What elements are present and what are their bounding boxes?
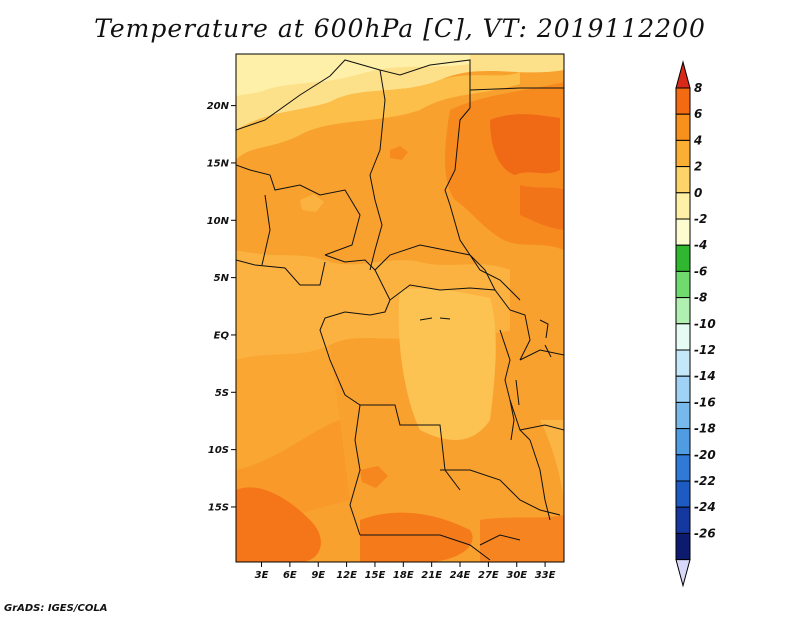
country-borders [236,59,564,561]
grads-credit: GrADS: IGES/COLA [4,603,108,614]
colorbar-label: 4 [693,133,702,147]
lon-tick-label: 24E [450,570,471,581]
lat-tick-label: 10S [208,445,229,456]
colorbar-label: 2 [694,160,702,174]
colorbar-box [675,192,691,220]
colorbar-label: -26 [694,526,716,540]
colorbar-box [675,244,691,272]
chart-title: Temperature at 600hPa [C], VT: 201911220… [94,14,706,43]
lon-tick-label: 9E [311,570,325,581]
colorbar-label: -12 [694,343,716,357]
colorbar-label: -2 [694,212,707,226]
longitude-axis: 3E 6E 9E 12E 15E 18E 21E 24E 27E 30E 33E [255,562,556,581]
lon-tick-label: 21E [421,570,442,581]
colorbar-label: -20 [694,448,716,462]
colorbar: 8 6 4 2 0 -2 -4 -6 -8 -10 -12 -14 -16 -18 -20 -22 -24 -26 [675,60,716,588]
colorbar-label: 8 [694,81,702,95]
lat-tick-label: 15N [207,158,230,169]
temperature-field [236,54,564,562]
colorbar-box [675,375,691,403]
map-frame [235,53,565,563]
lon-tick-label: 33E [535,570,556,581]
colorbar-box [675,428,691,456]
colorbar-label: -6 [694,264,707,278]
lon-tick-label: 3E [255,570,269,581]
colorbar-label: 6 [694,107,702,121]
colorbar-label: -22 [694,474,716,488]
lat-tick-label: 20N [207,101,230,112]
colorbar-box [675,401,691,430]
colorbar-box [675,113,691,141]
colorbar-label: -8 [694,291,707,305]
lon-tick-label: 6E [283,570,297,581]
lat-tick-label: 5S [215,388,229,399]
colorbar-box [675,270,691,299]
colorbar-box [675,323,691,351]
colorbar-box [675,87,691,115]
colorbar-box [675,218,691,246]
colorbar-label: 0 [694,186,702,200]
colorbar-box [675,349,691,377]
colorbar-box [675,506,691,534]
colorbar-box [675,139,691,168]
colorbar-box [675,166,691,194]
latitude-axis: 20N 15N 10N 5N EQ 5S 10S 15S [207,101,236,513]
lon-tick-label: 27E [478,570,499,581]
lat-tick-label: 15S [208,502,229,513]
colorbar-label: -24 [694,500,716,514]
lat-tick-label: 5N [214,273,230,284]
lon-tick-label: 18E [393,570,414,581]
colorbar-box [675,480,691,508]
colorbar-box [675,532,691,561]
colorbar-label: -14 [694,369,716,383]
colorbar-box [675,297,691,325]
colorbar-label: -4 [694,238,707,252]
lon-tick-label: 12E [336,570,357,581]
lon-tick-label: 30E [506,570,527,581]
colorbar-label: -16 [694,395,716,409]
lat-tick-label: 10N [207,216,230,227]
colorbar-box [675,454,691,482]
lat-tick-label: EQ [214,330,230,341]
colorbar-top-arrow [675,60,691,89]
colorbar-bottom-arrow [675,559,691,588]
colorbar-label: -10 [694,317,716,331]
lon-tick-label: 15E [365,570,386,581]
colorbar-label: -18 [694,422,716,436]
